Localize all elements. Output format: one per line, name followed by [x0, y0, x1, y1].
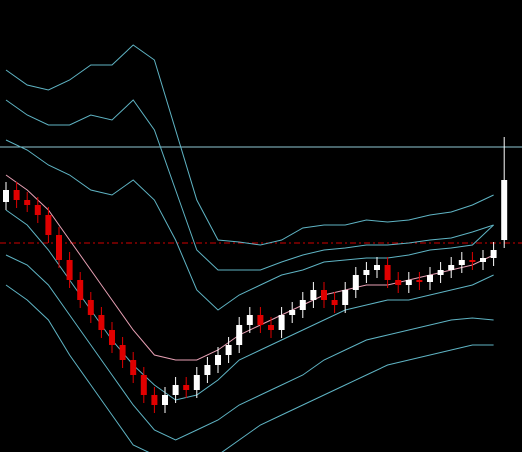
band-line [5, 284, 494, 452]
candle-body [257, 315, 264, 325]
candle-body [183, 385, 190, 390]
candle-body [204, 365, 211, 375]
candle-body [352, 275, 359, 290]
candle-body [109, 330, 115, 345]
candle-body [24, 200, 31, 205]
candle-body [490, 250, 497, 258]
candle-body [119, 345, 126, 360]
candle-body [246, 315, 253, 325]
candle-body [34, 205, 41, 215]
candle-body [236, 325, 243, 345]
candle-body [225, 345, 232, 355]
candle-body [56, 235, 62, 260]
candle-body [3, 190, 9, 202]
candle-body [469, 260, 476, 262]
candle-body [405, 280, 412, 285]
candle-body [384, 265, 391, 280]
candle-body [289, 310, 296, 315]
candle-body [278, 315, 285, 330]
candle-body [299, 300, 306, 310]
candle-body [321, 290, 327, 300]
candle-body [480, 258, 486, 262]
candle-body [140, 375, 147, 395]
candle-body [437, 270, 444, 275]
candle-body [193, 375, 200, 390]
candle-body [45, 215, 52, 235]
candle-body [162, 395, 168, 405]
band-line [5, 99, 494, 271]
band-line [5, 209, 494, 401]
candle-body [416, 280, 423, 282]
candle-body [98, 315, 105, 330]
candle-body [363, 270, 370, 275]
candle-body [342, 290, 349, 305]
candle-body [501, 180, 508, 240]
candle-body [427, 275, 433, 282]
candle-body [87, 300, 94, 315]
candle-body [448, 265, 455, 270]
candle-body [331, 300, 338, 305]
candle-body [13, 190, 20, 200]
candle-body [310, 290, 317, 300]
candle-body [172, 385, 179, 395]
candle-body [268, 325, 274, 330]
candle-body [395, 280, 402, 285]
band-line [5, 254, 494, 441]
candle-body [215, 355, 221, 365]
band-line [5, 44, 494, 246]
candle-body [66, 260, 73, 280]
candle-body [151, 395, 158, 405]
candle-body [77, 280, 84, 300]
candle-body [458, 260, 465, 265]
band-line [5, 139, 494, 311]
candle-body [374, 265, 380, 270]
candle-body [130, 360, 137, 375]
